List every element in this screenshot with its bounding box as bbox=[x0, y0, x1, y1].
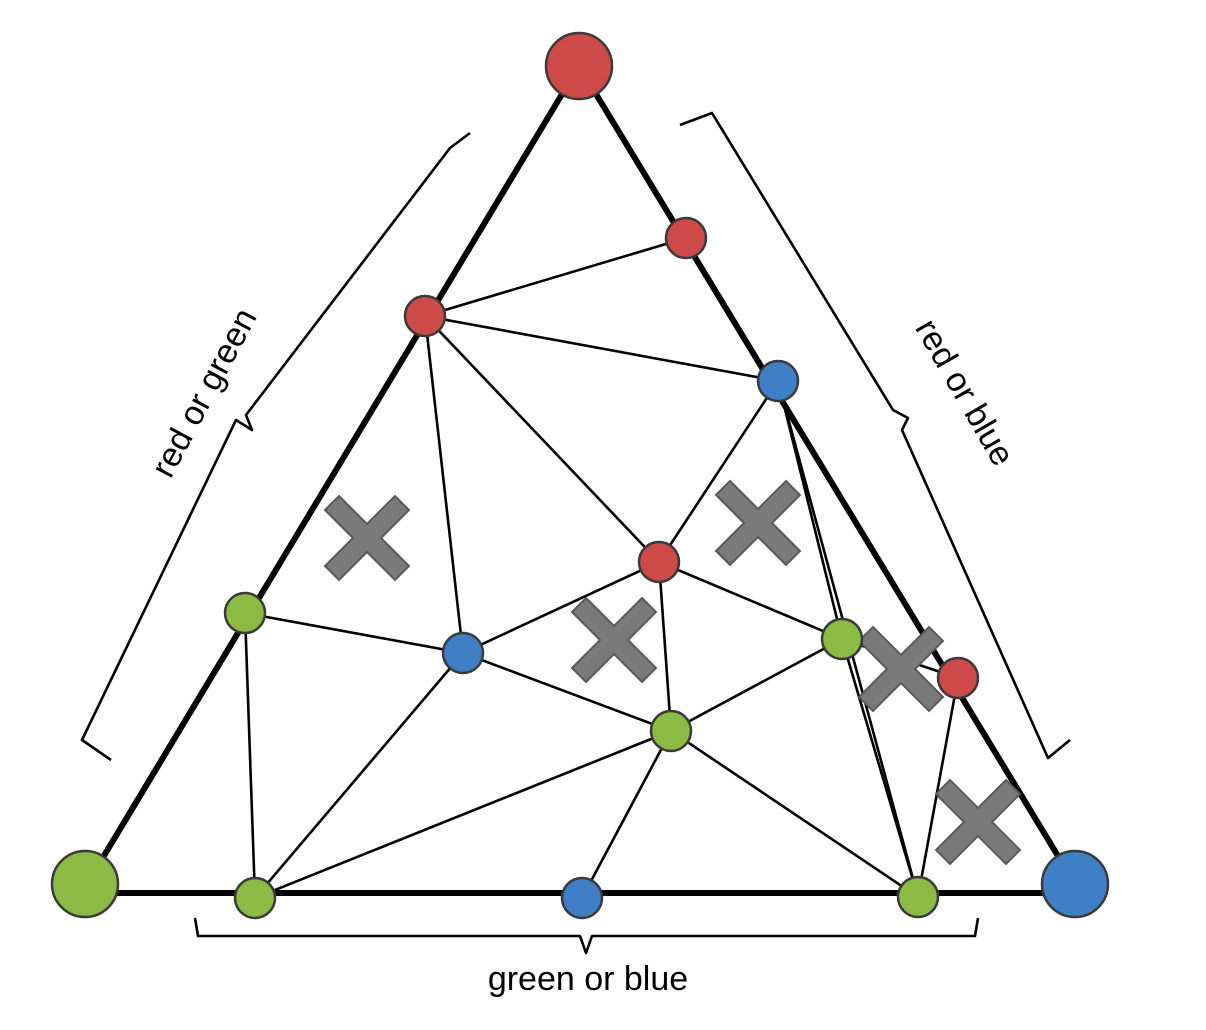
node-green-3 bbox=[649, 709, 693, 753]
bottom-brace bbox=[193, 917, 980, 955]
node-red-2 bbox=[403, 294, 447, 338]
node-green-2 bbox=[820, 617, 864, 661]
node-green-1 bbox=[223, 591, 267, 635]
label-red-or-green: red or green bbox=[144, 302, 265, 483]
x-mark-4 bbox=[857, 625, 945, 713]
node-bottom-left-green bbox=[50, 849, 120, 919]
label-green-or-blue: green or blue bbox=[488, 960, 688, 998]
x-marks bbox=[323, 479, 1022, 866]
node-red-4 bbox=[936, 656, 980, 700]
node-blue-3 bbox=[560, 876, 604, 920]
node-top-red bbox=[544, 31, 614, 101]
left-brace bbox=[80, 131, 471, 762]
node-red-1 bbox=[664, 216, 708, 260]
triangulation-edges bbox=[243, 236, 960, 900]
node-bottom-right-blue bbox=[1040, 849, 1110, 919]
x-mark-1 bbox=[323, 494, 411, 582]
x-mark-2 bbox=[714, 479, 802, 567]
node-blue-2 bbox=[441, 631, 485, 675]
x-mark-5 bbox=[934, 778, 1022, 866]
label-red-or-blue: red or blue bbox=[907, 313, 1021, 473]
x-mark-3 bbox=[570, 596, 658, 684]
nodes bbox=[50, 31, 1110, 920]
node-green-5 bbox=[896, 875, 940, 919]
node-red-3 bbox=[637, 540, 681, 584]
right-brace bbox=[679, 111, 1071, 760]
node-green-4 bbox=[233, 876, 277, 920]
node-blue-1 bbox=[756, 359, 800, 403]
